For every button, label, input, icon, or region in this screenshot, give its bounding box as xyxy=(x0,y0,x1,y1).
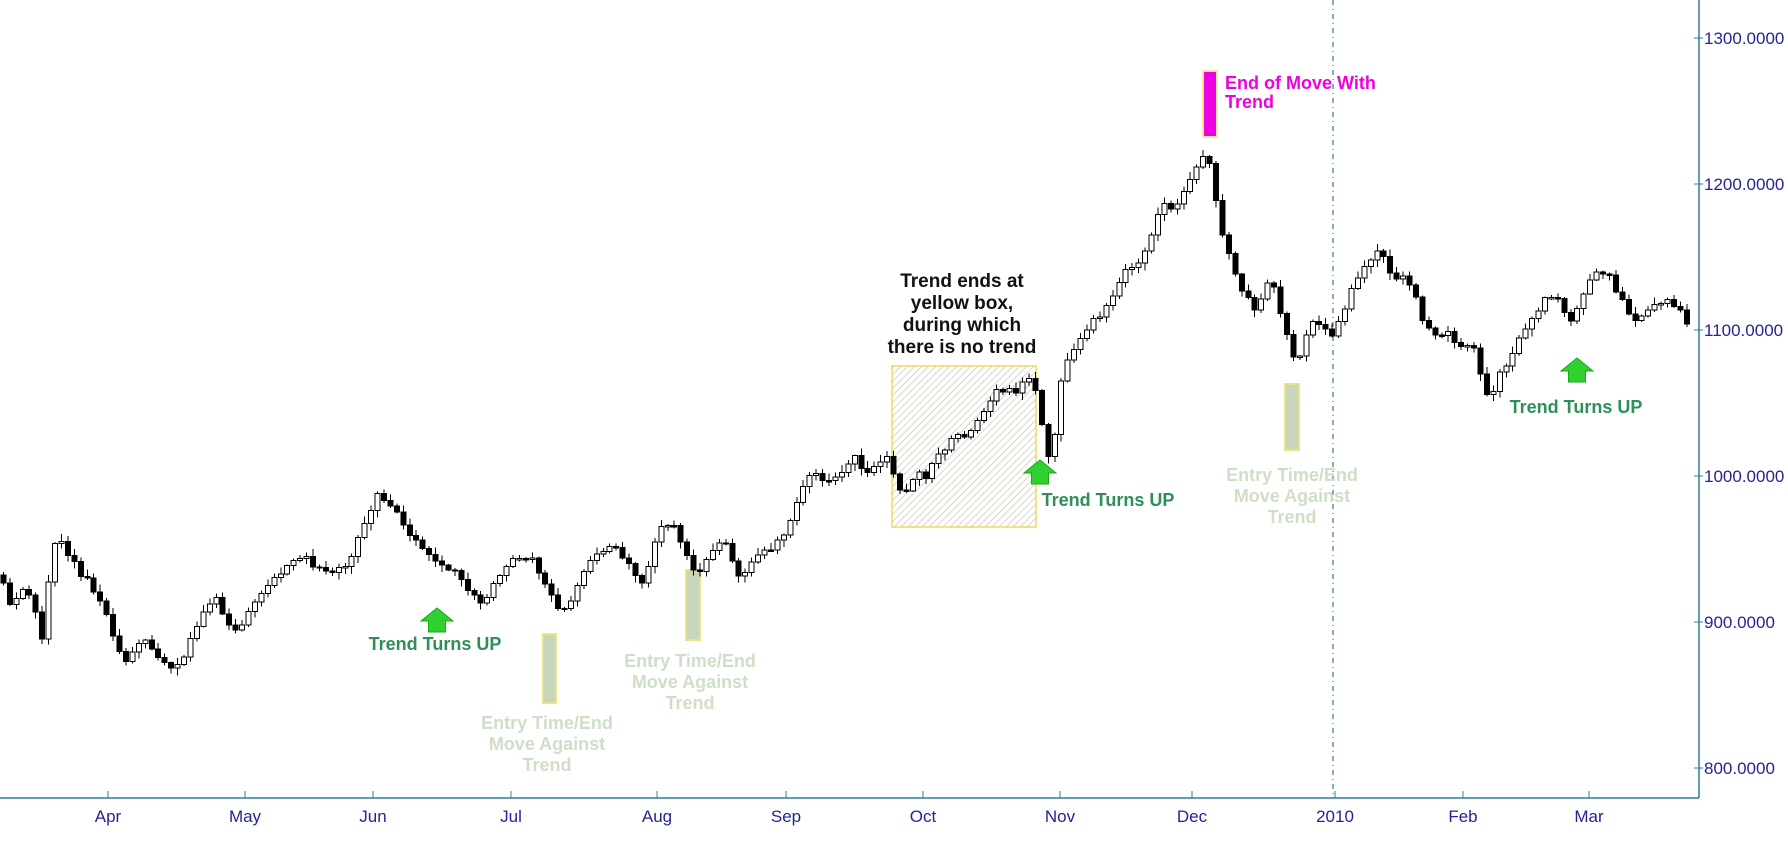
no-trend-box xyxy=(891,365,1037,528)
entry-time-label: Entry Time/End Move Against Trend xyxy=(1226,465,1358,527)
x-axis-label: Oct xyxy=(910,807,937,826)
entry-time-label: Entry Time/End Move Against Trend xyxy=(624,651,756,713)
entry-time-bar xyxy=(1284,383,1300,451)
x-axis-label: Feb xyxy=(1448,807,1477,826)
x-axis-label: Jul xyxy=(500,807,522,826)
y-axis-label: 1000.0000 xyxy=(1704,467,1784,486)
x-axis-label: Mar xyxy=(1574,807,1604,826)
y-axis-label: 900.0000 xyxy=(1704,613,1775,632)
x-axis-label: Apr xyxy=(95,807,122,826)
trend-up-arrow-icon xyxy=(1559,357,1595,383)
trend-turns-up-label: Trend Turns UP xyxy=(1510,397,1643,417)
x-axis-label: May xyxy=(229,807,262,826)
entry-time-label: Entry Time/End Move Against Trend xyxy=(481,713,613,775)
x-axis-label: 2010 xyxy=(1316,807,1354,826)
entry-time-bar xyxy=(685,569,701,641)
end-of-move-bar xyxy=(1202,70,1218,138)
x-axis-label: Sep xyxy=(771,807,801,826)
end-of-move-label: End of Move With Trend xyxy=(1225,73,1376,112)
y-axis-label: 1100.0000 xyxy=(1704,321,1783,340)
entry-time-bar xyxy=(542,633,557,704)
no-trend-caption: Trend ends at yellow box, during which ther… xyxy=(888,271,1037,358)
y-axis-label: 1200.0000 xyxy=(1704,175,1784,194)
trend-turns-up-label: Trend Turns UP xyxy=(369,634,502,654)
x-axis-label: Nov xyxy=(1045,807,1076,826)
trend-turns-up-label: Trend Turns UP xyxy=(1042,490,1175,510)
candles-group xyxy=(0,149,1690,676)
x-axis-label: Aug xyxy=(642,807,672,826)
y-axis-label: 800.0000 xyxy=(1704,759,1775,778)
trend-up-arrow-icon xyxy=(419,607,455,633)
x-axis-label: Dec xyxy=(1177,807,1208,826)
y-axis-label: 1300.0000 xyxy=(1704,29,1784,48)
x-axis-label: Jun xyxy=(359,807,386,826)
trend-up-arrow-icon xyxy=(1022,459,1058,485)
